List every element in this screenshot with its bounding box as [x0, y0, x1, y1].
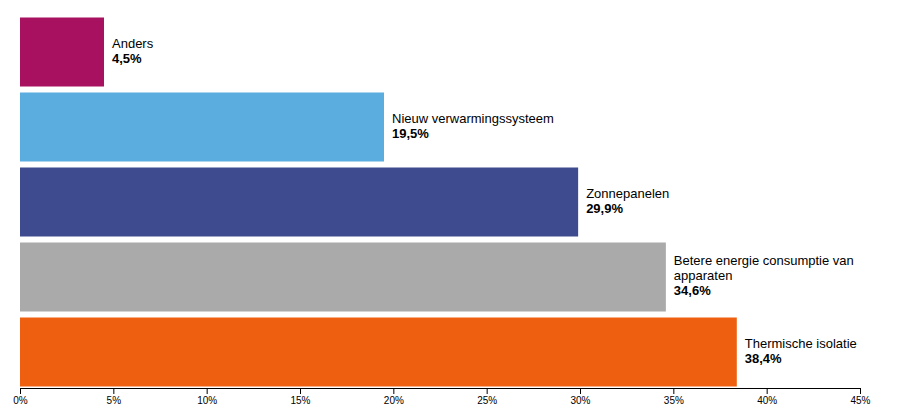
tick-mark	[673, 388, 674, 394]
data-label: 34,6%	[674, 283, 711, 298]
category-label: Zonnepanelen	[586, 186, 669, 201]
tick-mark	[860, 388, 861, 394]
bar	[20, 18, 104, 87]
category-label-line: Betere energie consumptie van	[674, 253, 854, 268]
category-label: Betere energie consumptie vanapparaten	[674, 253, 854, 283]
tick-label: 15%	[290, 395, 310, 406]
x-axis: 0% 5% 10% 15% 20% 25% 30% 35% 40% 45%	[13, 388, 870, 406]
bar	[20, 243, 666, 312]
tick: 0%	[13, 388, 28, 406]
tick-mark	[207, 388, 208, 394]
tick-label: 20%	[384, 395, 404, 406]
tick-mark	[487, 388, 488, 394]
tick: 40%	[757, 388, 777, 406]
data-label: 38,4%	[745, 351, 782, 366]
tick-label: 30%	[570, 395, 590, 406]
category-label-line: Nieuw verwarmingssysteem	[392, 111, 554, 126]
chart: 0% 5% 10% 15% 20% 25% 30% 35% 40% 45% Anders4,5% Ni…	[0, 0, 900, 420]
category-label-line: Zonnepanelen	[586, 186, 669, 201]
category-label-line: apparaten	[674, 268, 733, 283]
axis-line	[21, 389, 861, 395]
tick: 5%	[107, 388, 122, 406]
tick-label: 10%	[197, 395, 217, 406]
tick-mark	[20, 388, 21, 394]
tick-mark	[113, 388, 114, 394]
data-label: 29,9%	[586, 201, 623, 216]
tick-label: 40%	[757, 395, 777, 406]
category-label: Anders	[112, 36, 154, 51]
tick-mark	[393, 388, 394, 394]
bar	[20, 168, 578, 237]
tick: 25%	[477, 388, 497, 406]
tick-label: 0%	[13, 395, 28, 406]
tick-mark	[580, 388, 581, 394]
category-label: Thermische isolatie	[745, 336, 857, 351]
tick-mark	[767, 388, 768, 394]
bar	[20, 93, 384, 162]
tick: 15%	[290, 388, 310, 406]
tick-label: 5%	[107, 395, 122, 406]
tick-label: 35%	[664, 395, 684, 406]
tick: 20%	[384, 388, 404, 406]
category-label-line: Thermische isolatie	[745, 336, 857, 351]
tick-label: 45%	[850, 395, 870, 406]
tick: 30%	[570, 388, 590, 406]
tick: 35%	[664, 388, 684, 406]
tick-mark	[300, 388, 301, 394]
tick: 10%	[197, 388, 217, 406]
bars	[20, 18, 737, 387]
category-label: Nieuw verwarmingssysteem	[392, 111, 554, 126]
tick-label: 25%	[477, 395, 497, 406]
data-label: 19,5%	[392, 126, 429, 141]
tick: 45%	[850, 388, 870, 406]
bar	[20, 318, 737, 387]
category-label-line: Anders	[112, 36, 154, 51]
data-label: 4,5%	[112, 51, 142, 66]
labels: Anders4,5% Nieuw verwarmingssysteem19,5% Z…	[112, 36, 857, 366]
